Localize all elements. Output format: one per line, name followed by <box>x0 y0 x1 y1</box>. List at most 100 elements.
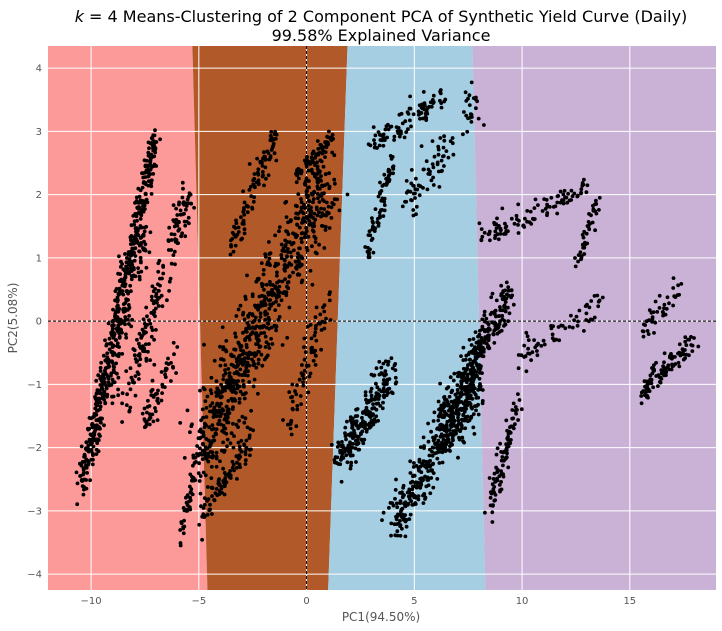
data-point <box>256 333 261 338</box>
data-point <box>495 331 500 336</box>
data-point <box>461 413 466 418</box>
data-point <box>230 230 235 235</box>
data-point <box>373 133 378 138</box>
data-point <box>144 342 148 347</box>
data-point <box>283 238 288 243</box>
data-point <box>382 208 387 213</box>
data-point <box>435 456 440 461</box>
data-point <box>225 420 230 425</box>
data-point <box>141 329 146 334</box>
data-point <box>133 254 138 258</box>
data-point <box>236 425 241 429</box>
data-point <box>81 472 86 477</box>
data-point <box>200 537 205 542</box>
data-point <box>224 404 229 409</box>
data-point <box>163 368 168 373</box>
data-point <box>323 224 328 229</box>
data-point <box>302 206 307 210</box>
data-point <box>482 347 486 352</box>
data-point <box>169 379 173 383</box>
data-point <box>315 213 320 218</box>
data-point <box>181 526 186 531</box>
data-point <box>208 404 213 408</box>
data-point <box>480 401 485 406</box>
data-point <box>116 292 121 296</box>
data-point <box>197 479 202 483</box>
data-point <box>301 372 305 377</box>
data-point <box>255 156 259 161</box>
data-point <box>252 351 257 355</box>
data-point <box>653 299 658 304</box>
data-point <box>558 189 563 194</box>
data-point <box>532 338 536 342</box>
data-point <box>509 438 513 442</box>
data-point <box>124 298 129 303</box>
data-point <box>672 294 677 299</box>
data-point <box>443 433 447 438</box>
data-point <box>451 438 455 443</box>
data-point <box>671 303 675 308</box>
data-point <box>372 373 377 378</box>
data-point <box>686 337 691 342</box>
data-point <box>231 445 236 450</box>
data-point <box>294 267 299 271</box>
data-point <box>251 384 256 389</box>
data-point <box>236 307 241 312</box>
data-point <box>242 317 247 322</box>
data-point <box>380 184 385 188</box>
data-point <box>89 440 94 444</box>
data-point <box>309 167 314 172</box>
data-point <box>282 263 287 267</box>
data-point <box>690 343 695 348</box>
data-point <box>316 186 320 191</box>
data-point <box>376 392 381 397</box>
data-point <box>226 411 231 416</box>
data-point <box>467 103 472 107</box>
data-point <box>156 304 161 308</box>
data-point <box>555 200 560 205</box>
data-point <box>389 521 394 526</box>
data-point <box>474 356 479 361</box>
data-point <box>275 270 279 275</box>
data-point <box>215 414 220 418</box>
data-point <box>467 418 472 423</box>
data-point <box>413 191 417 196</box>
data-point <box>421 477 425 482</box>
data-point <box>319 328 324 332</box>
data-point <box>461 132 465 137</box>
data-point <box>262 331 267 335</box>
data-point <box>121 302 126 307</box>
data-point <box>267 326 271 331</box>
data-point <box>309 336 314 341</box>
data-point <box>280 279 285 284</box>
data-point <box>260 164 265 168</box>
data-point <box>149 389 154 394</box>
data-point <box>499 480 503 484</box>
data-point <box>403 119 408 124</box>
data-point <box>227 475 232 479</box>
data-point <box>350 426 354 430</box>
data-point <box>467 389 472 394</box>
data-point <box>494 465 498 470</box>
data-point <box>651 366 656 371</box>
data-point <box>440 415 445 419</box>
data-point <box>320 224 324 228</box>
data-point <box>665 295 670 300</box>
data-point <box>155 418 160 422</box>
data-point <box>528 209 533 214</box>
data-point <box>681 350 685 355</box>
data-point <box>429 476 434 480</box>
data-point <box>181 531 186 536</box>
data-point <box>673 362 678 366</box>
data-point <box>233 235 238 239</box>
data-point <box>171 203 176 208</box>
data-point <box>540 209 545 213</box>
data-point <box>438 446 443 451</box>
data-point <box>75 481 80 486</box>
data-point <box>465 395 470 400</box>
data-point <box>159 398 164 403</box>
data-point <box>408 94 412 99</box>
data-point <box>464 378 468 382</box>
data-point <box>400 204 405 209</box>
